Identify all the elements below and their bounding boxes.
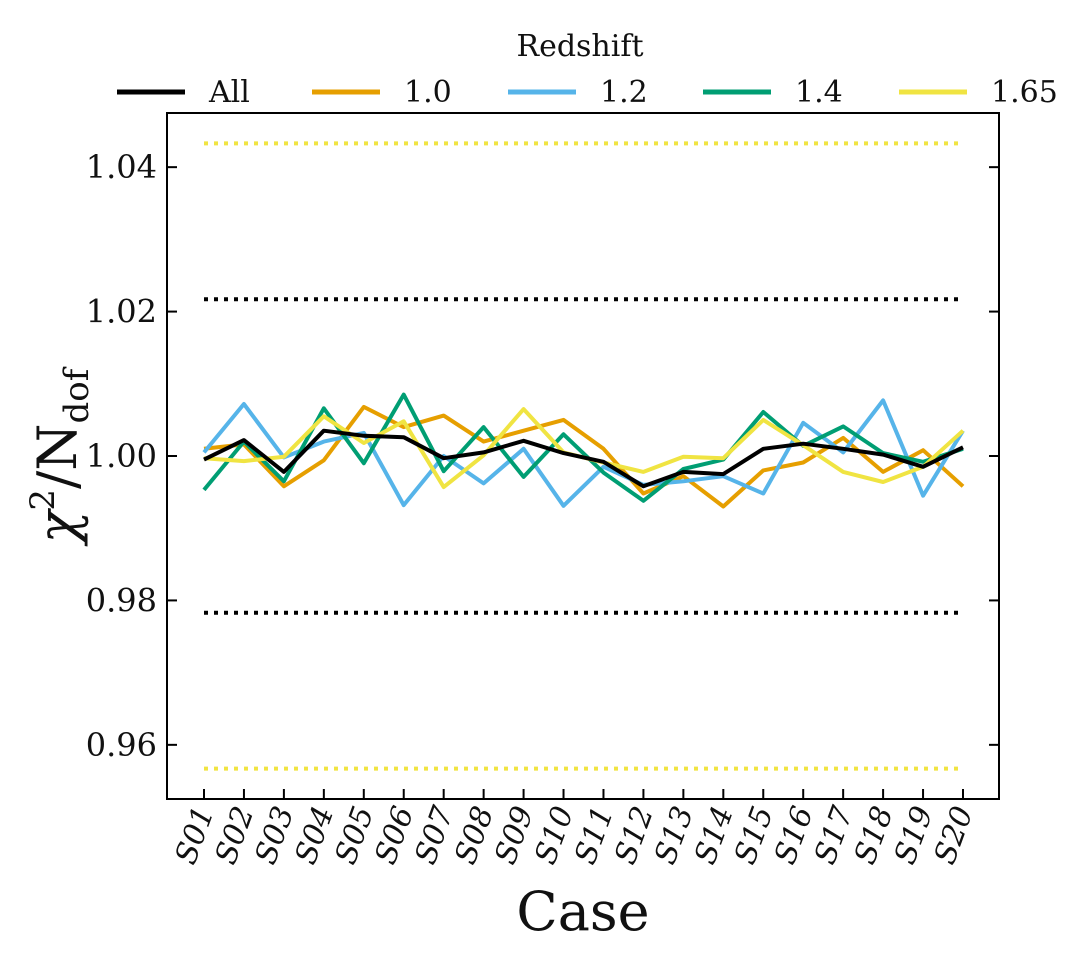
y-axis-label: χ2/Ndof xyxy=(23,366,97,547)
series-line-All xyxy=(203,428,964,489)
plot-area: 0.96 0.98 1.00 1.02 1.04 S01S02S03S04S05S06S… xyxy=(86,112,1000,869)
x-axis-label: Case xyxy=(516,880,649,943)
y-axis-label-subscript: dof xyxy=(57,366,97,423)
y-tick-label: 0.96 xyxy=(86,726,157,764)
legend-label-1-4: 1.4 xyxy=(795,75,843,110)
legend-label-All: All xyxy=(208,75,250,110)
x-tick-label: S20 xyxy=(928,802,981,869)
series-line-1-0 xyxy=(203,404,965,509)
x-axis: S01S02S03S04S05S06S07S08S09S10S11S12S13S… xyxy=(169,789,981,869)
legend-label-1-65: 1.65 xyxy=(991,75,1058,110)
series-lines xyxy=(202,392,965,509)
y-tick-label: 1.04 xyxy=(86,148,157,186)
y-axis: 0.96 0.98 1.00 1.02 1.04 xyxy=(86,148,999,764)
y-axis-label-n: /N xyxy=(26,424,89,489)
y-axis-label-chi: χ xyxy=(26,507,89,547)
y-tick-label: 0.98 xyxy=(86,581,157,619)
legend-label-1-2: 1.2 xyxy=(600,75,648,110)
y-axis-label-superscript: 2 xyxy=(23,489,63,511)
series-line-1-4 xyxy=(202,392,964,503)
legend-label-1-0: 1.0 xyxy=(404,75,452,110)
reference-lines xyxy=(204,141,963,771)
legend-entries: All 1.0 1.2 1.4 1.65 xyxy=(117,75,1058,110)
y-tick-label: 1.00 xyxy=(86,437,157,475)
legend-title: Redshift xyxy=(516,29,643,64)
y-tick-label: 1.02 xyxy=(86,293,157,331)
legend: Redshift All 1.0 1.2 1.4 1.65 xyxy=(117,29,1058,110)
